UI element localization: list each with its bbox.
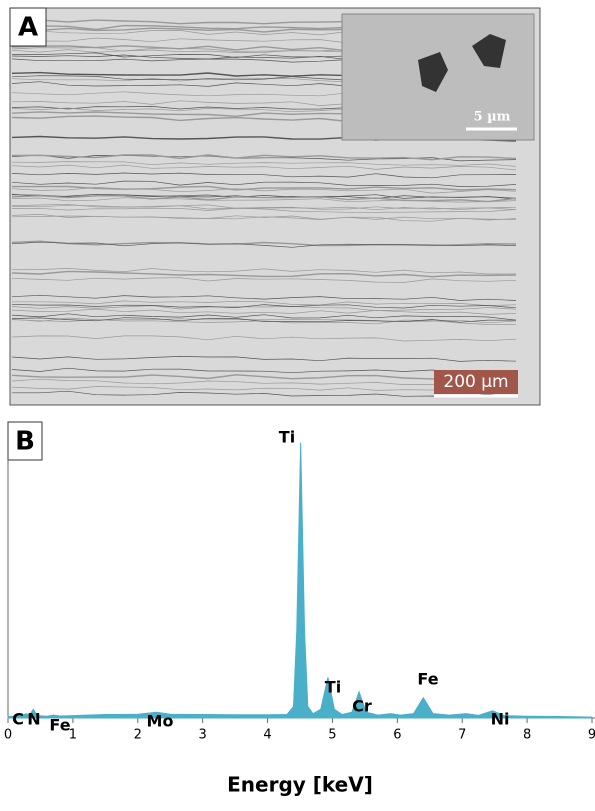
streak	[11, 277, 517, 283]
x-tick-label: 0	[4, 728, 12, 743]
streak	[11, 180, 517, 187]
streak	[11, 317, 517, 323]
x-tick-label: 8	[523, 728, 531, 743]
particle	[472, 34, 506, 68]
scale-label: 200 µm	[443, 372, 508, 392]
streak	[11, 303, 517, 309]
panel-label-box	[9, 7, 47, 47]
panel-label-box	[7, 421, 43, 461]
peak-label: C	[12, 710, 24, 729]
streak	[11, 194, 517, 203]
streak	[11, 313, 517, 321]
inset-scale-label: 5 µm	[474, 110, 511, 125]
streak	[11, 268, 517, 275]
scale-box	[434, 370, 518, 394]
streak	[11, 386, 517, 391]
streak	[12, 300, 517, 306]
streak	[11, 241, 517, 248]
peak-label: Mo	[147, 712, 174, 731]
x-tick-label: 5	[328, 728, 336, 743]
streak	[12, 390, 517, 398]
streak	[11, 161, 517, 167]
streak	[11, 215, 517, 222]
streak	[11, 335, 517, 342]
streak	[11, 164, 517, 171]
streak	[11, 203, 517, 211]
streak	[11, 305, 517, 311]
spectrum	[7, 442, 593, 719]
particle	[418, 52, 448, 92]
peak-label: Ni	[491, 710, 510, 729]
streak	[11, 294, 517, 301]
streak	[11, 172, 517, 179]
peak-label: Cr	[352, 697, 372, 716]
x-tick-label: 7	[458, 728, 466, 743]
peak-label: Fe	[417, 670, 438, 689]
streak	[11, 197, 517, 203]
streak	[11, 367, 517, 375]
x-tick-label: 3	[199, 728, 207, 743]
peak-label: Ti	[325, 678, 341, 697]
streak	[11, 207, 517, 213]
x-tick-label: 6	[393, 728, 401, 743]
peak-label: Fe	[49, 716, 70, 735]
streak	[11, 270, 517, 278]
x-tick-label: 4	[263, 728, 271, 743]
streak	[11, 378, 516, 386]
peak-label: N	[27, 710, 40, 729]
x-tick-label: 1	[69, 728, 77, 743]
streak	[11, 374, 517, 381]
streak	[11, 240, 517, 247]
peak-label: Ti	[279, 428, 295, 447]
streak	[11, 154, 517, 162]
panel-label: B	[15, 427, 35, 457]
streak	[11, 187, 517, 194]
streak	[11, 308, 517, 315]
streak	[11, 154, 517, 161]
streak	[11, 319, 517, 326]
streak	[12, 185, 517, 191]
x-tick-label: 2	[134, 728, 142, 743]
panel-label: A	[18, 13, 38, 43]
x-tick-label: 9	[588, 728, 595, 743]
panel-a: 5 µm 200 µm A	[9, 7, 541, 406]
streak	[11, 204, 517, 211]
x-axis-title: Energy [keV]	[227, 773, 373, 797]
streak	[11, 356, 517, 362]
